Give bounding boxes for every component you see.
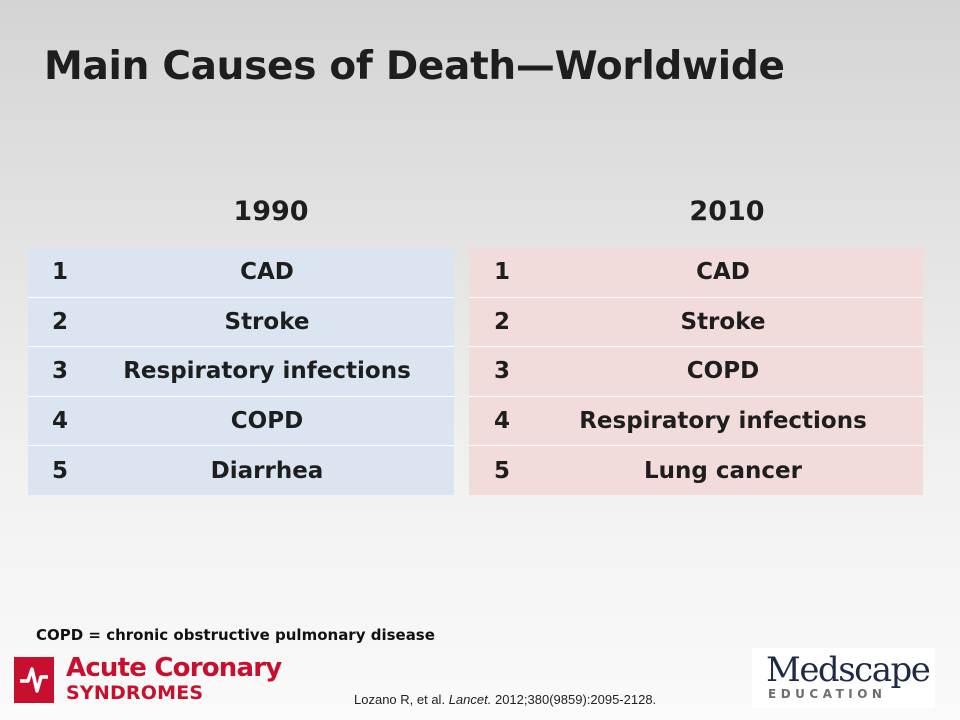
acs-logo-line2: SYNDROMES xyxy=(66,682,204,704)
rank-number: 3 xyxy=(494,358,511,385)
table-row: 2 Stroke xyxy=(28,298,454,348)
cause-of-death: Stroke xyxy=(680,308,766,335)
cause-of-death: Respiratory infections xyxy=(579,408,867,435)
cause-of-death: Lung cancer xyxy=(644,457,802,484)
medscape-education-logo: Medscape EDUCATION xyxy=(752,648,935,708)
table-row: 1 CAD xyxy=(469,248,923,298)
cause-of-death: Respiratory infections xyxy=(123,358,411,385)
table-row: 4 Respiratory infections xyxy=(469,397,923,447)
medscape-wordmark: Medscape xyxy=(766,650,931,690)
rank-number: 4 xyxy=(52,408,69,435)
cause-of-death: CAD xyxy=(696,259,750,286)
cause-of-death: CAD xyxy=(240,259,294,286)
table-row: 2 Stroke xyxy=(469,298,923,348)
ranking-table-1990: 1 CAD 2 Stroke 3 Respiratory infections … xyxy=(28,248,454,495)
table-row: 3 COPD xyxy=(469,347,923,397)
year-heading-1990: 1990 xyxy=(233,196,309,227)
heart-emblem-icon xyxy=(14,657,54,703)
rank-number: 3 xyxy=(52,358,69,385)
rank-number: 1 xyxy=(494,259,511,286)
slide-title: Main Causes of Death—Worldwide xyxy=(44,44,785,89)
table-row: 4 COPD xyxy=(28,397,454,447)
table-row: 5 Lung cancer xyxy=(469,446,923,495)
citation-details: 2012;380(9859):2095-2128. xyxy=(494,692,657,707)
rank-number: 5 xyxy=(494,457,511,484)
citation-authors: Lozano R, et al. xyxy=(354,692,446,707)
cause-of-death: COPD xyxy=(686,358,760,385)
rank-number: 5 xyxy=(52,457,69,484)
table-row: 5 Diarrhea xyxy=(28,446,454,495)
acute-coronary-syndromes-logo: Acute Coronary SYNDROMES xyxy=(14,653,284,705)
cause-of-death: COPD xyxy=(230,408,304,435)
cause-of-death: Stroke xyxy=(224,308,310,335)
medscape-subline: EDUCATION xyxy=(768,687,887,701)
rank-number: 2 xyxy=(52,308,69,335)
acs-logo-line1: Acute Coronary xyxy=(66,653,282,683)
rank-number: 2 xyxy=(494,308,511,335)
citation-journal: Lancet. xyxy=(448,692,492,707)
reference-citation: Lozano R, et al. Lancet. 2012;380(9859):… xyxy=(354,692,656,707)
abbreviation-footnote: COPD = chronic obstructive pulmonary dis… xyxy=(36,626,435,644)
ranking-table-2010: 1 CAD 2 Stroke 3 COPD 4 Respiratory infe… xyxy=(469,248,923,495)
table-row: 3 Respiratory infections xyxy=(28,347,454,397)
rank-number: 4 xyxy=(494,408,511,435)
cause-of-death: Diarrhea xyxy=(210,457,324,484)
year-heading-2010: 2010 xyxy=(689,196,765,227)
rank-number: 1 xyxy=(52,259,69,286)
table-row: 1 CAD xyxy=(28,248,454,298)
